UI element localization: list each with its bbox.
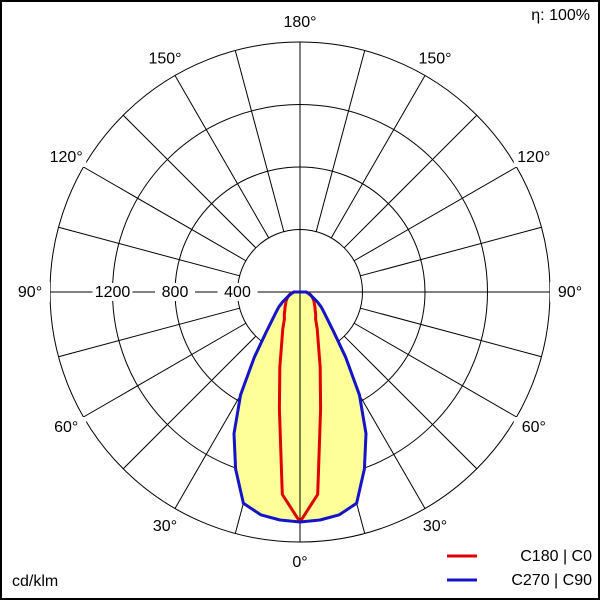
angle-label: 150° [148,50,181,67]
label-bg [46,147,87,167]
spoke [58,307,240,358]
angle-label: 120° [517,149,550,166]
unit-label: cd/klm [12,573,58,590]
label-bg [155,283,195,301]
angle-label: 180° [283,14,316,31]
spoke [343,114,478,249]
angle-label: 0° [292,554,307,571]
spoke [353,166,517,262]
spoke [122,114,257,249]
r-tick-label: 400 [224,284,251,301]
spoke [353,322,517,418]
spoke [315,50,366,232]
label-bg [415,515,455,536]
spoke [330,75,426,239]
label-bg [280,552,320,572]
label-bg [513,417,554,437]
label-bg [145,515,185,536]
spoke [122,335,257,470]
spoke [174,75,270,239]
spoke [343,335,478,470]
label-bg [10,282,50,302]
spoke [83,166,247,262]
angle-label: 150° [418,50,451,67]
r-tick-label: 800 [162,284,189,301]
angle-label: 60° [522,419,546,436]
label-bg [46,417,87,437]
angle-label: 60° [54,419,78,436]
angle-label: 120° [50,149,83,166]
angle-label: 90° [18,284,42,301]
label-bg [145,48,185,69]
label-bg [415,48,455,69]
label-bg [513,147,554,167]
label-bg [280,12,320,32]
annotation: η: 100% [531,7,590,24]
angle-label: 30° [153,518,177,535]
angle-label: 30° [423,518,447,535]
spoke [234,50,285,232]
spoke [360,226,542,277]
spoke [360,307,542,358]
r-tick-label: 1200 [95,284,131,301]
label-bg [92,283,133,301]
label-bg [550,282,590,302]
label-bg [217,283,258,301]
angle-label: 90° [558,284,582,301]
legend-label: C180 | C0 [520,548,592,565]
curve [232,290,368,524]
spoke [58,226,240,277]
spoke [83,322,247,418]
legend-label: C270 | C90 [511,572,592,589]
